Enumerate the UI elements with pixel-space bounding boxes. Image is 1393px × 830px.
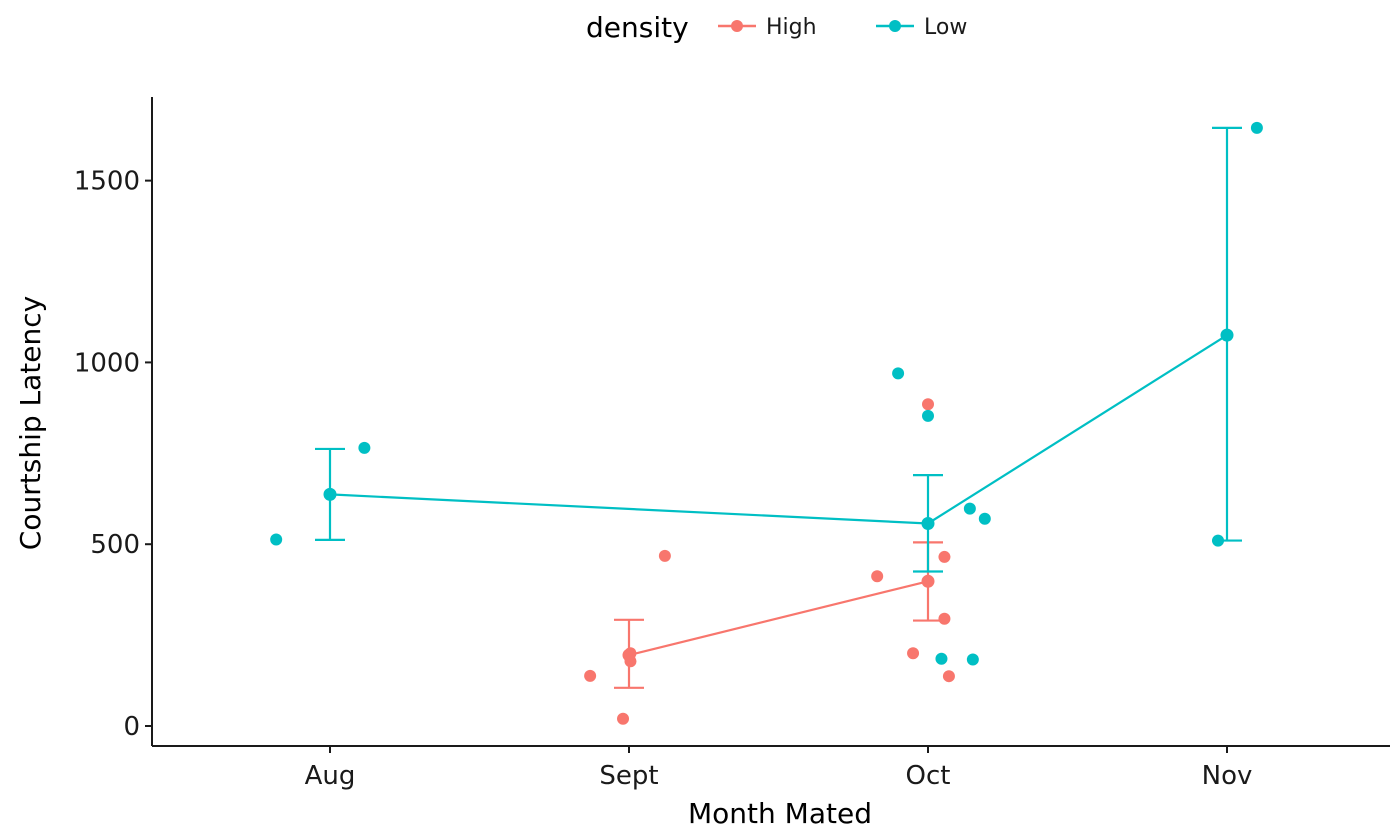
y-tick-label: 1500 — [74, 167, 140, 197]
point-low — [978, 512, 991, 525]
legend-entry-low: Low — [876, 15, 967, 40]
point-high — [938, 550, 951, 563]
x-tick-label: Oct — [906, 761, 951, 791]
point-high — [584, 669, 597, 682]
mean-point-high — [921, 574, 935, 588]
point-low — [1250, 121, 1263, 134]
legend-key-point — [731, 20, 743, 32]
point-low — [963, 502, 976, 515]
y-tick-label: 1000 — [74, 348, 140, 378]
x-tick-label: Aug — [305, 761, 356, 791]
mean-point-low — [921, 516, 935, 530]
point-low — [892, 367, 905, 380]
point-high — [617, 712, 630, 725]
legend: density High Low — [586, 11, 967, 44]
mean-points — [323, 328, 1234, 662]
point-low — [922, 409, 934, 422]
legend-label: Low — [924, 15, 967, 40]
error-bars — [315, 126, 1242, 689]
point-high — [922, 398, 934, 411]
legend-label: High — [766, 15, 817, 40]
mean-point-low — [1220, 328, 1234, 342]
y-tick-label: 500 — [90, 530, 140, 560]
point-high — [942, 670, 955, 683]
point-high — [871, 570, 884, 583]
point-low — [1212, 534, 1225, 547]
point-high — [907, 647, 920, 660]
y-axis: 0 500 1000 1500 — [74, 97, 153, 746]
x-tick-label: Nov — [1202, 761, 1253, 791]
point-low — [935, 652, 948, 665]
point-low — [966, 653, 979, 666]
line-high — [628, 580, 929, 657]
x-tick-label: Sept — [599, 761, 658, 791]
point-low — [270, 533, 283, 546]
x-axis-title: Month Mated — [688, 797, 872, 830]
point-high — [658, 549, 671, 562]
legend-key-point — [889, 20, 901, 32]
data-points — [270, 121, 1263, 725]
mean-point-low — [323, 487, 337, 501]
x-axis: Aug Sept Oct Nov — [152, 745, 1390, 791]
legend-title: density — [586, 11, 689, 44]
series-lines — [329, 334, 1228, 657]
line-low — [329, 334, 1228, 525]
point-low — [358, 441, 371, 454]
mean-point-high — [622, 648, 636, 662]
point-high — [938, 612, 951, 625]
legend-entry-high: High — [718, 15, 817, 40]
y-axis-title: Courtship Latency — [14, 296, 47, 550]
y-tick-label: 0 — [123, 712, 140, 742]
